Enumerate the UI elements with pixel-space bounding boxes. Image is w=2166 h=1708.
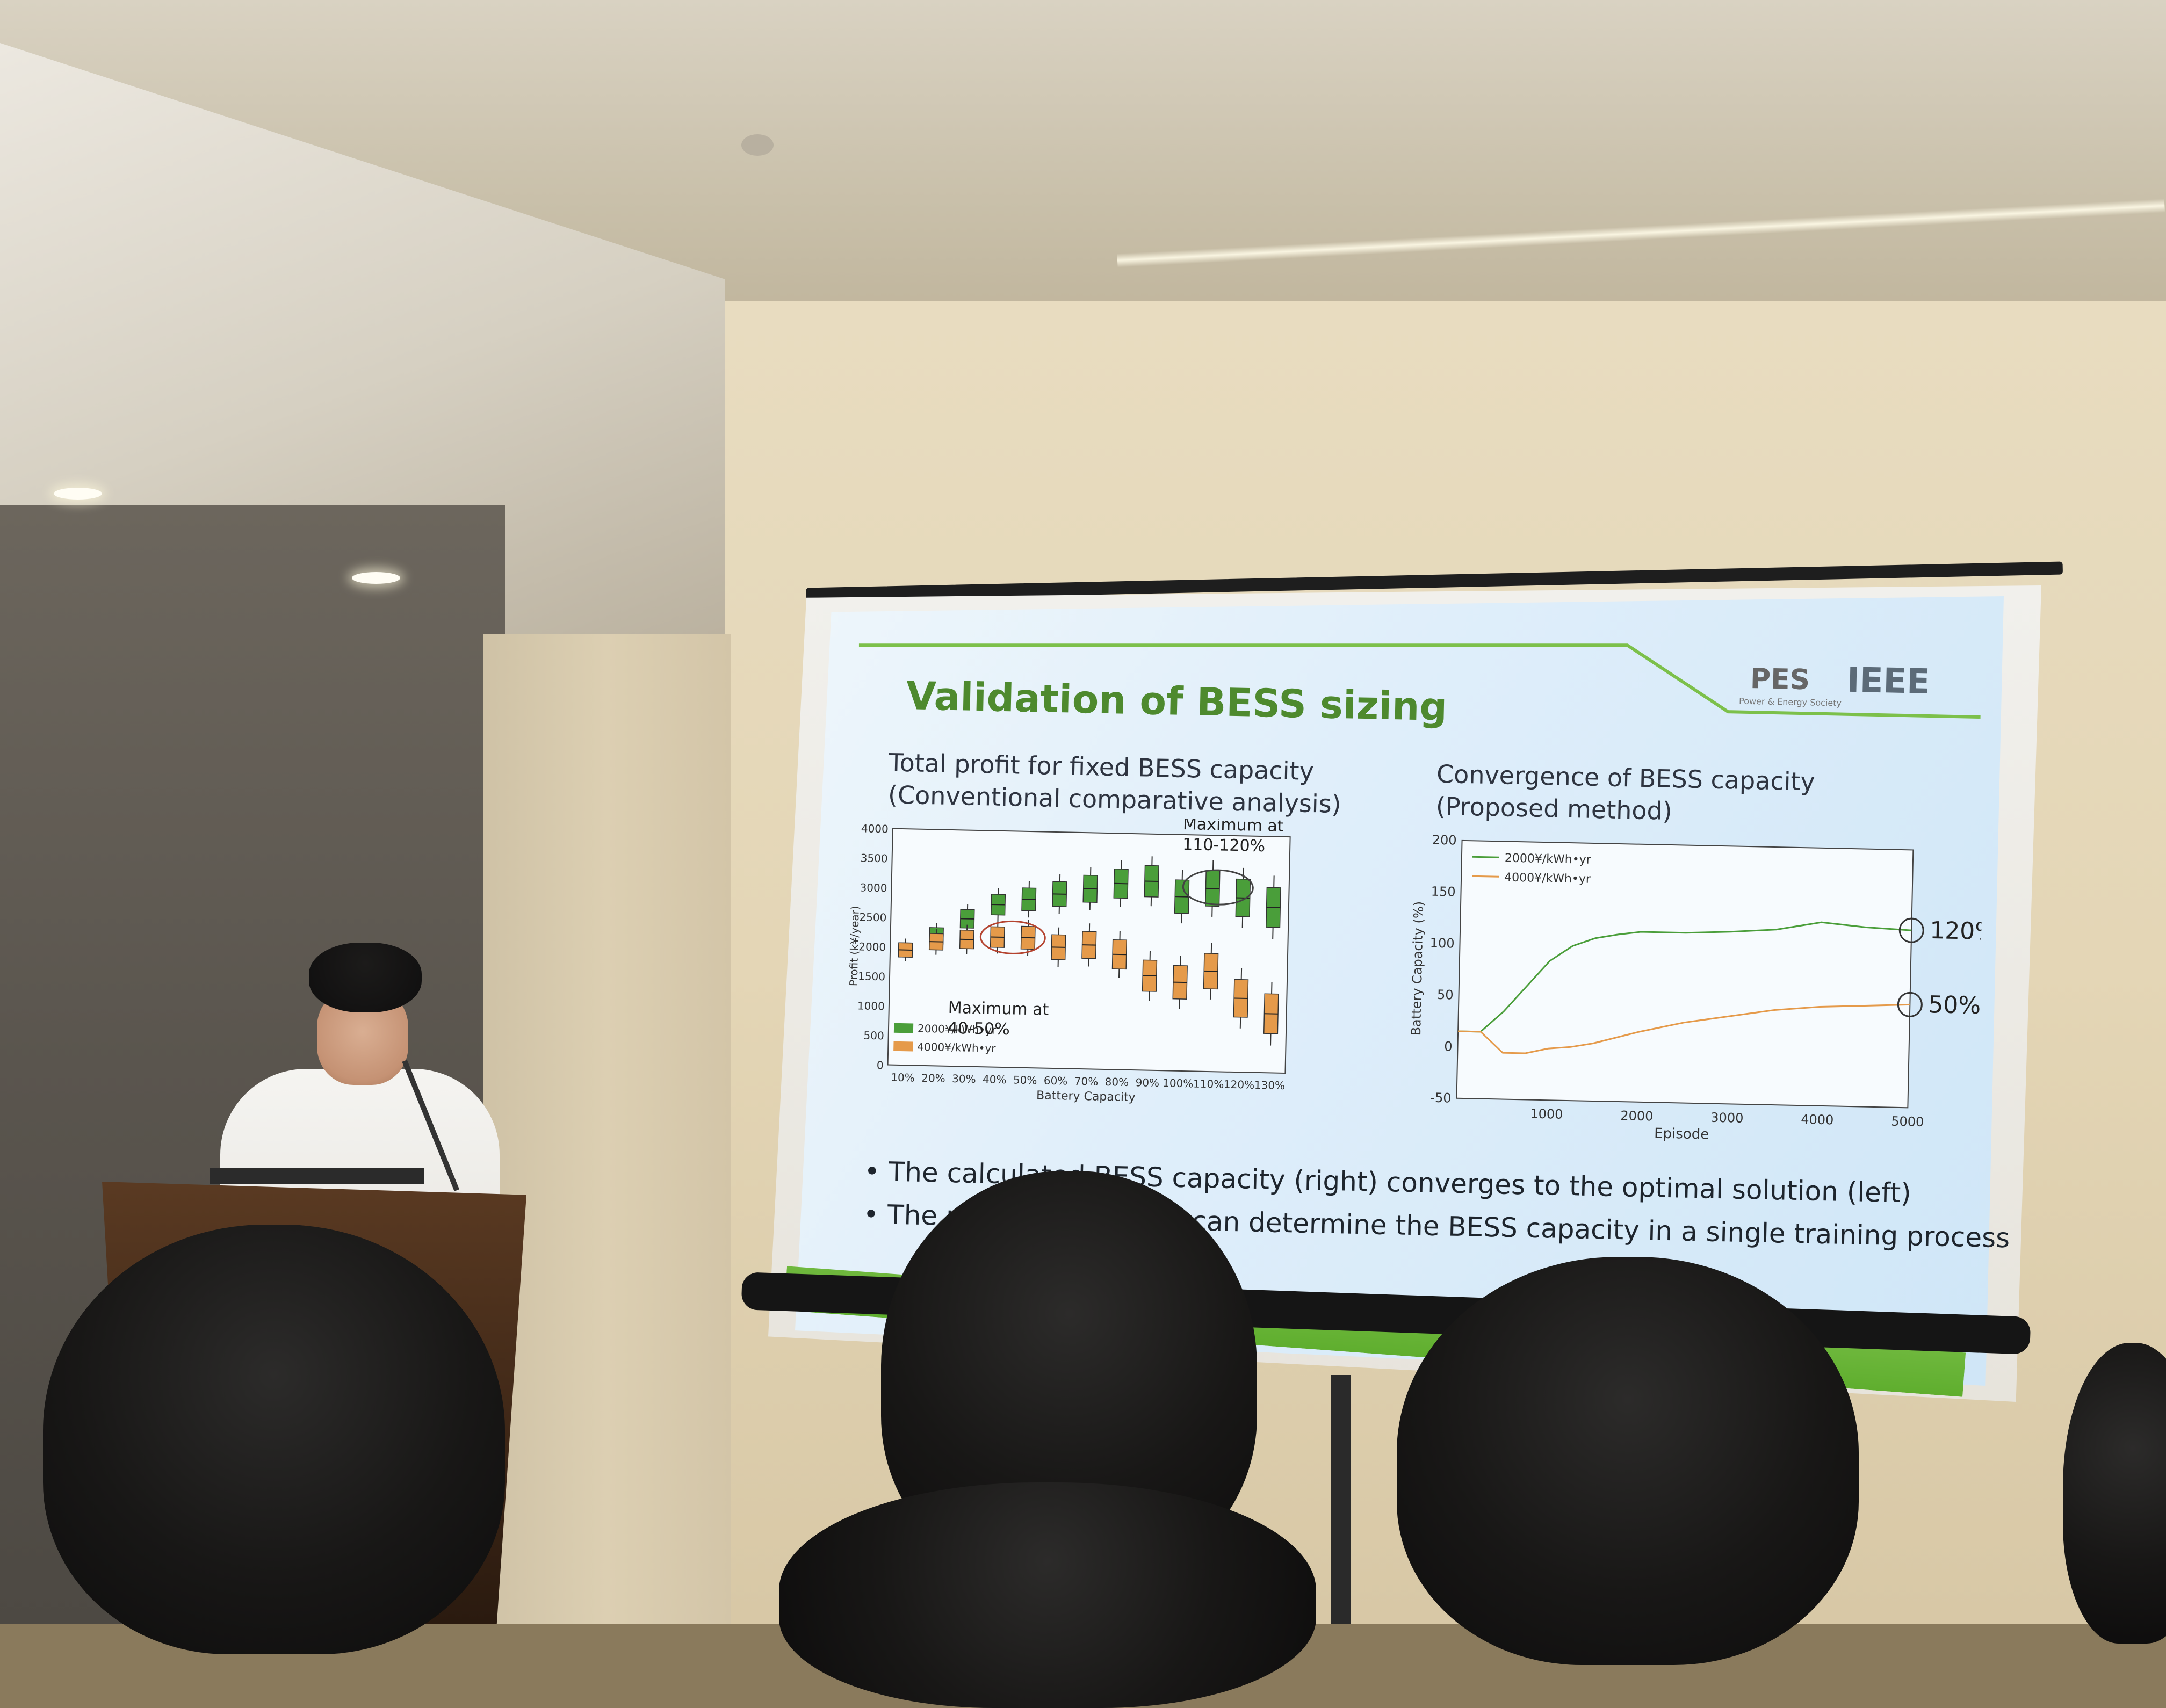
x-tick-label: 20% <box>921 1072 945 1085</box>
legend-swatch <box>893 1023 914 1033</box>
ieee-logo: IEEE <box>1846 660 1931 703</box>
x-tick-label: 80% <box>1104 1075 1129 1089</box>
right-chart-heading-1: Convergence of BESS capacity <box>1436 759 1816 797</box>
box-median <box>1143 975 1157 976</box>
x-tick-label: 70% <box>1074 1075 1099 1088</box>
box-median <box>1022 899 1036 900</box>
y-tick-label: 2000 <box>858 940 886 953</box>
x-tick-label: 2000 <box>1620 1108 1654 1124</box>
presenter-hair <box>309 943 422 1012</box>
capacity-convergence-chart: -50 0 50 100 150 200 1000 2000 3000 4000 5000 Episo… <box>1409 833 1983 1143</box>
wall-pillar <box>483 634 731 1624</box>
y-tick-label: 200 <box>1432 833 1456 848</box>
highlight-ellipse-green <box>1182 869 1254 906</box>
annotation-max-40-50-line2: 40-50% <box>948 1019 1010 1039</box>
y-tick-label: 1500 <box>858 969 885 983</box>
y-tick-label: 3500 <box>860 851 887 865</box>
y-tick-label: 1000 <box>857 999 885 1012</box>
box-median <box>1266 907 1281 908</box>
legend-label: 2000¥/kWh•yr <box>1505 852 1592 867</box>
box-median <box>1113 953 1127 956</box>
y-tick-label: 0 <box>1444 1039 1453 1054</box>
box-median <box>960 918 974 920</box>
x-tick-label: 100% <box>1163 1076 1194 1090</box>
box-median <box>991 904 1005 906</box>
y-tick-label: 0 <box>877 1059 884 1072</box>
y-tick-label: 2500 <box>859 910 886 924</box>
y-tick-label: 50 <box>1437 987 1454 1003</box>
x-tick-label: 120% <box>1224 1078 1255 1091</box>
pes-logo: PES <box>1750 663 1810 697</box>
x-tick-label: 3000 <box>1710 1110 1744 1126</box>
ceiling-downlight <box>352 572 400 584</box>
box-median <box>1173 981 1187 983</box>
x-tick-label: 4000 <box>1801 1112 1834 1127</box>
slide-content: Validation of BESS sizing PES Power & En… <box>812 618 2010 1362</box>
y-tick-label: 4000 <box>861 822 889 835</box>
audience-head-left <box>43 1225 505 1654</box>
legend-swatch <box>1472 875 1499 878</box>
box-median <box>1205 887 1220 889</box>
box-median <box>1175 896 1189 898</box>
x-axis-label: Episode <box>1654 1125 1709 1142</box>
annotation-max-110-120-line1: Maximum at <box>1183 815 1284 836</box>
x-tick-label: 10% <box>891 1071 915 1084</box>
box-median <box>1204 970 1218 972</box>
annotation-max-40-50-line1: Maximum at <box>948 998 1049 1019</box>
legend-label: 4000¥/kWh•yr <box>917 1040 996 1055</box>
series-line-orange <box>1458 1003 1910 1054</box>
annotation-max-110-120-line2: 110-120% <box>1182 835 1266 856</box>
end-marker-circle <box>1897 991 1923 1017</box>
profit-box-chart: 0 500 1000 1500 2000 2500 3000 3500 4000 10% 20% 30… <box>847 815 1291 1104</box>
audience-shoulders-center <box>779 1482 1316 1708</box>
x-axis-label: Battery Capacity <box>1036 1089 1136 1104</box>
legend-label: 4000¥/kWh•yr <box>1504 871 1591 886</box>
x-tick-label: 40% <box>983 1073 1007 1086</box>
y-tick-label: 100 <box>1429 936 1454 951</box>
x-tick-label: 130% <box>1254 1079 1286 1092</box>
audience-head-right <box>1397 1257 1859 1665</box>
screen-stand-pole <box>1331 1375 1351 1624</box>
end-annotation: 50% <box>1928 991 1981 1019</box>
slide-header-line <box>858 643 1981 719</box>
y-axis-label: Profit (k¥/year) <box>847 906 862 986</box>
x-tick-label: 5000 <box>1891 1114 1924 1130</box>
x-tick-label: 30% <box>952 1072 976 1085</box>
x-tick-label: 60% <box>1044 1074 1068 1088</box>
x-tick-label: 1000 <box>1530 1106 1563 1122</box>
legend-label: 2000¥/kWh•yr <box>918 1022 997 1037</box>
series-line-green <box>1458 921 1912 1033</box>
pes-tagline: Power & Energy Society <box>1738 696 1842 708</box>
end-marker-circle <box>1898 917 1924 943</box>
right-chart-heading-2: (Proposed method) <box>1435 791 1673 826</box>
highlight-ellipse-red <box>979 920 1046 954</box>
y-tick-label: 3000 <box>860 881 887 894</box>
ceiling-downlight <box>54 488 102 500</box>
y-tick-label: -50 <box>1430 1090 1452 1106</box>
x-tick-label: 50% <box>1013 1073 1037 1087</box>
plot-frame <box>1456 839 1914 1109</box>
box-median <box>1234 997 1248 1000</box>
left-chart-heading-2: (Conventional comparative analysis) <box>887 780 1342 819</box>
laptop-on-podium <box>210 1168 424 1184</box>
end-annotation: 120% <box>1930 917 1983 946</box>
left-chart-heading-1: Total profit for fixed BESS capacity <box>888 748 1315 786</box>
x-tick-label: 90% <box>1135 1076 1159 1089</box>
legend-swatch <box>893 1041 913 1052</box>
audience-head-far-right <box>2063 1343 2166 1644</box>
x-tick-label: 110% <box>1193 1077 1224 1090</box>
y-tick-label: 500 <box>863 1029 884 1043</box>
box-median <box>959 938 974 940</box>
y-axis-label: Battery Capacity (%) <box>1409 901 1426 1036</box>
y-tick-label: 150 <box>1431 884 1455 900</box>
sprinkler-head <box>741 134 774 156</box>
